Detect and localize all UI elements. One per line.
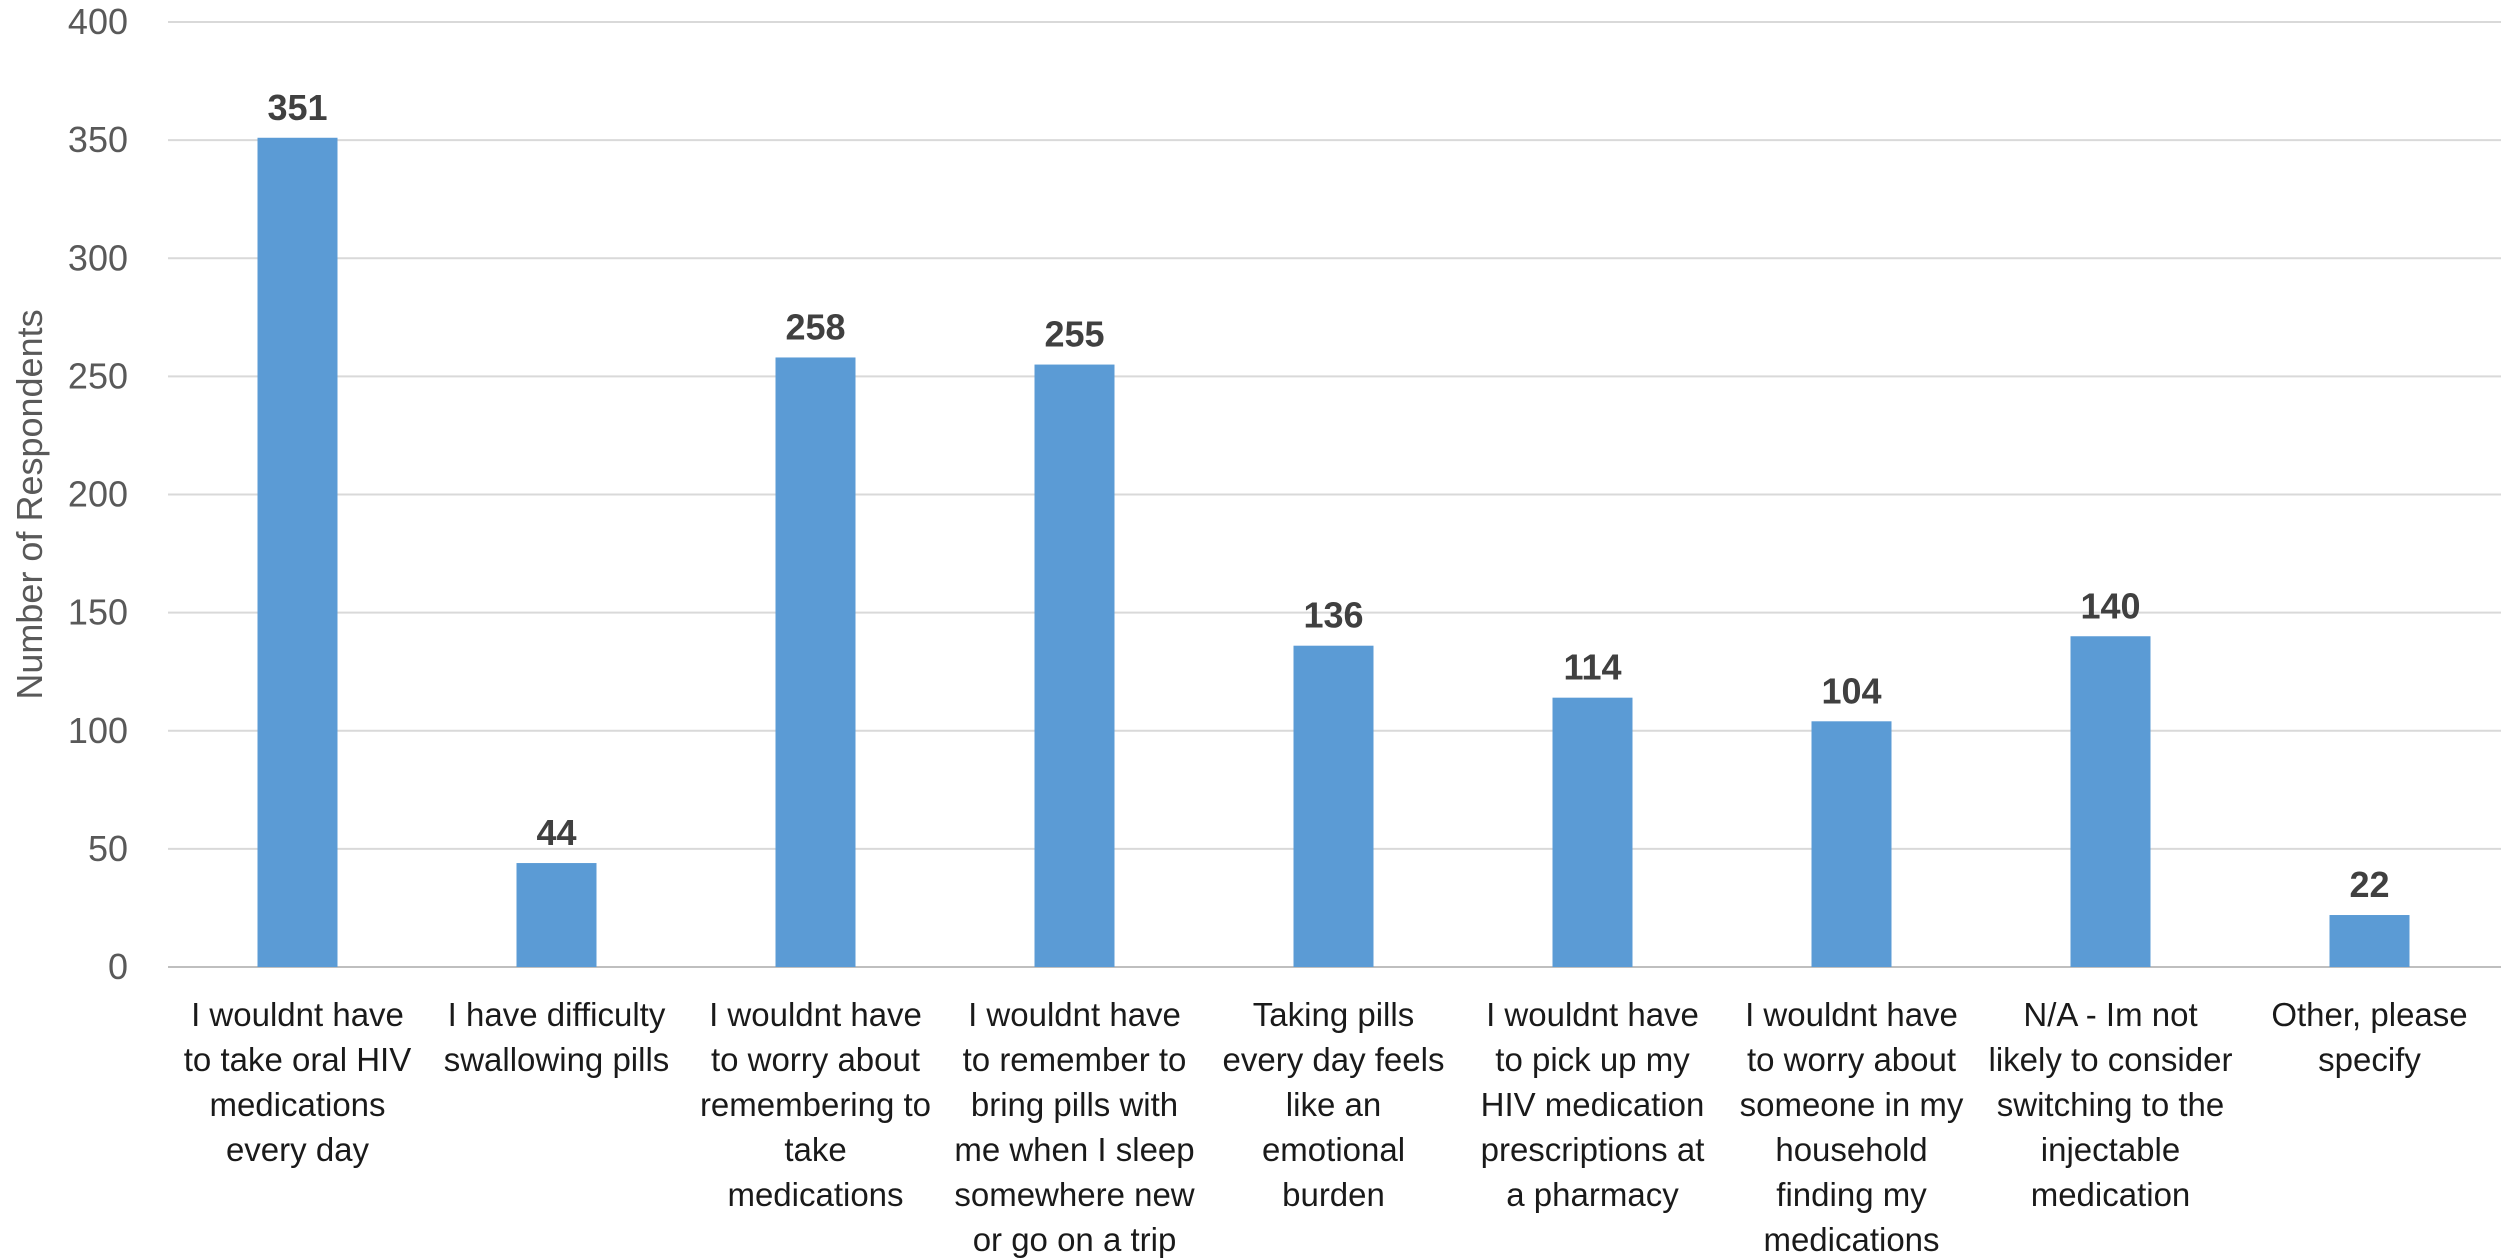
bar-3: [775, 357, 856, 968]
x-tick-line: I wouldnt have: [709, 996, 922, 1033]
x-tick-line: I wouldnt have: [1745, 996, 1958, 1033]
data-label-7: 104: [1821, 670, 1881, 711]
x-tick-line: finding my: [1776, 1176, 1927, 1213]
x-tick-line: injectable: [2041, 1131, 2180, 1168]
x-tick-line: to take oral HIV: [184, 1041, 411, 1078]
x-tick-line: Taking pills: [1253, 996, 1414, 1033]
x-tick-line: medications: [1763, 1221, 1939, 1258]
data-labels: 351 44 258 255 136 114 104 140 22: [267, 87, 2389, 905]
x-tick-line: every day feels: [1223, 1041, 1445, 1078]
y-tick-label-350: 350: [68, 119, 128, 160]
x-tick-label-1: I wouldnt have to take oral HIV medication…: [184, 996, 411, 1168]
x-tick-line: I have difficulty: [448, 996, 666, 1033]
bar-5: [1293, 645, 1374, 967]
x-tick-label-5: Taking pills every day feels like an emotio…: [1223, 996, 1445, 1213]
data-label-5: 136: [1303, 595, 1363, 636]
x-tick-label-4: I wouldnt have to remember to bring pills …: [954, 996, 1194, 1258]
y-tick-label-200: 200: [68, 474, 128, 515]
x-tick-line: switching to the: [1997, 1086, 2224, 1123]
x-tick-line: HIV medication: [1481, 1086, 1705, 1123]
data-label-9: 22: [2349, 864, 2389, 905]
x-tick-label-6: I wouldnt have to pick up my HIV medicatio…: [1481, 996, 1705, 1213]
y-tick-label-100: 100: [68, 710, 128, 751]
data-label-4: 255: [1044, 314, 1104, 355]
y-tick-label-400: 400: [68, 1, 128, 42]
x-tick-line: emotional: [1262, 1131, 1405, 1168]
x-tick-line: I wouldnt have: [968, 996, 1181, 1033]
x-tick-line: somewhere new: [954, 1176, 1194, 1213]
x-tick-line: specify: [2318, 1041, 2421, 1078]
x-tick-line: me when I sleep: [954, 1131, 1194, 1168]
data-label-8: 140: [2080, 585, 2140, 626]
bars: [257, 137, 2410, 968]
x-tick-line: a pharmacy: [1506, 1176, 1679, 1213]
x-tick-line: like an: [1286, 1086, 1381, 1123]
x-axis-ticks: I wouldnt have to take oral HIV medication…: [184, 996, 2468, 1258]
data-label-6: 114: [1563, 647, 1621, 688]
x-tick-line: burden: [1282, 1176, 1385, 1213]
bar-2: [516, 863, 597, 967]
data-label-3: 258: [785, 306, 845, 347]
bar-1: [257, 137, 338, 967]
x-tick-line: likely to consider: [1989, 1041, 2233, 1078]
gridlines: [168, 21, 2501, 968]
x-tick-line: N/A - Im not: [2023, 996, 2197, 1033]
y-axis-ticks: 0 50 100 150 200 250 300 350 400: [68, 1, 128, 987]
bar-6: [1552, 697, 1633, 967]
x-tick-line: to remember to: [963, 1041, 1187, 1078]
y-tick-label-50: 50: [88, 828, 128, 869]
x-tick-label-8: N/A - Im not likely to consider switching …: [1989, 996, 2233, 1213]
x-tick-line: someone in my: [1740, 1086, 1964, 1123]
x-tick-line: household: [1775, 1131, 1927, 1168]
x-tick-line: remembering to: [700, 1086, 931, 1123]
x-tick-line: every day: [226, 1131, 370, 1168]
x-tick-line: bring pills with: [971, 1086, 1178, 1123]
y-tick-label-300: 300: [68, 237, 128, 278]
x-tick-line: or go on a trip: [973, 1221, 1177, 1258]
y-tick-label-150: 150: [68, 592, 128, 633]
x-tick-line: I wouldnt have: [1486, 996, 1699, 1033]
x-tick-line: to pick up my: [1495, 1041, 1690, 1078]
x-tick-label-2: I have difficulty swallowing pills: [444, 996, 670, 1078]
x-tick-line: take: [784, 1131, 846, 1168]
x-tick-line: Other, please: [2271, 996, 2467, 1033]
bar-8: [2070, 636, 2151, 967]
x-tick-line: medications: [727, 1176, 903, 1213]
bar-7: [1811, 721, 1892, 967]
x-tick-line: I wouldnt have: [191, 996, 404, 1033]
y-axis-label: Number of Respondents: [9, 309, 50, 699]
y-tick-label-0: 0: [108, 946, 128, 987]
x-tick-label-3: I wouldnt have to worry about remembering …: [700, 996, 931, 1213]
data-label-1: 351: [267, 87, 327, 128]
x-tick-line: medications: [209, 1086, 385, 1123]
x-tick-line: swallowing pills: [444, 1041, 670, 1078]
data-label-2: 44: [536, 812, 576, 853]
bar-9: [2329, 915, 2410, 967]
x-tick-label-7: I wouldnt have to worry about someone in m…: [1740, 996, 1964, 1258]
x-tick-line: to worry about: [1747, 1041, 1956, 1078]
x-tick-line: to worry about: [711, 1041, 920, 1078]
x-tick-line: medication: [2031, 1176, 2191, 1213]
x-tick-line: prescriptions at: [1481, 1131, 1705, 1168]
x-tick-label-9: Other, please specify: [2271, 996, 2467, 1078]
bar-4: [1034, 364, 1115, 967]
y-tick-label-250: 250: [68, 355, 128, 396]
